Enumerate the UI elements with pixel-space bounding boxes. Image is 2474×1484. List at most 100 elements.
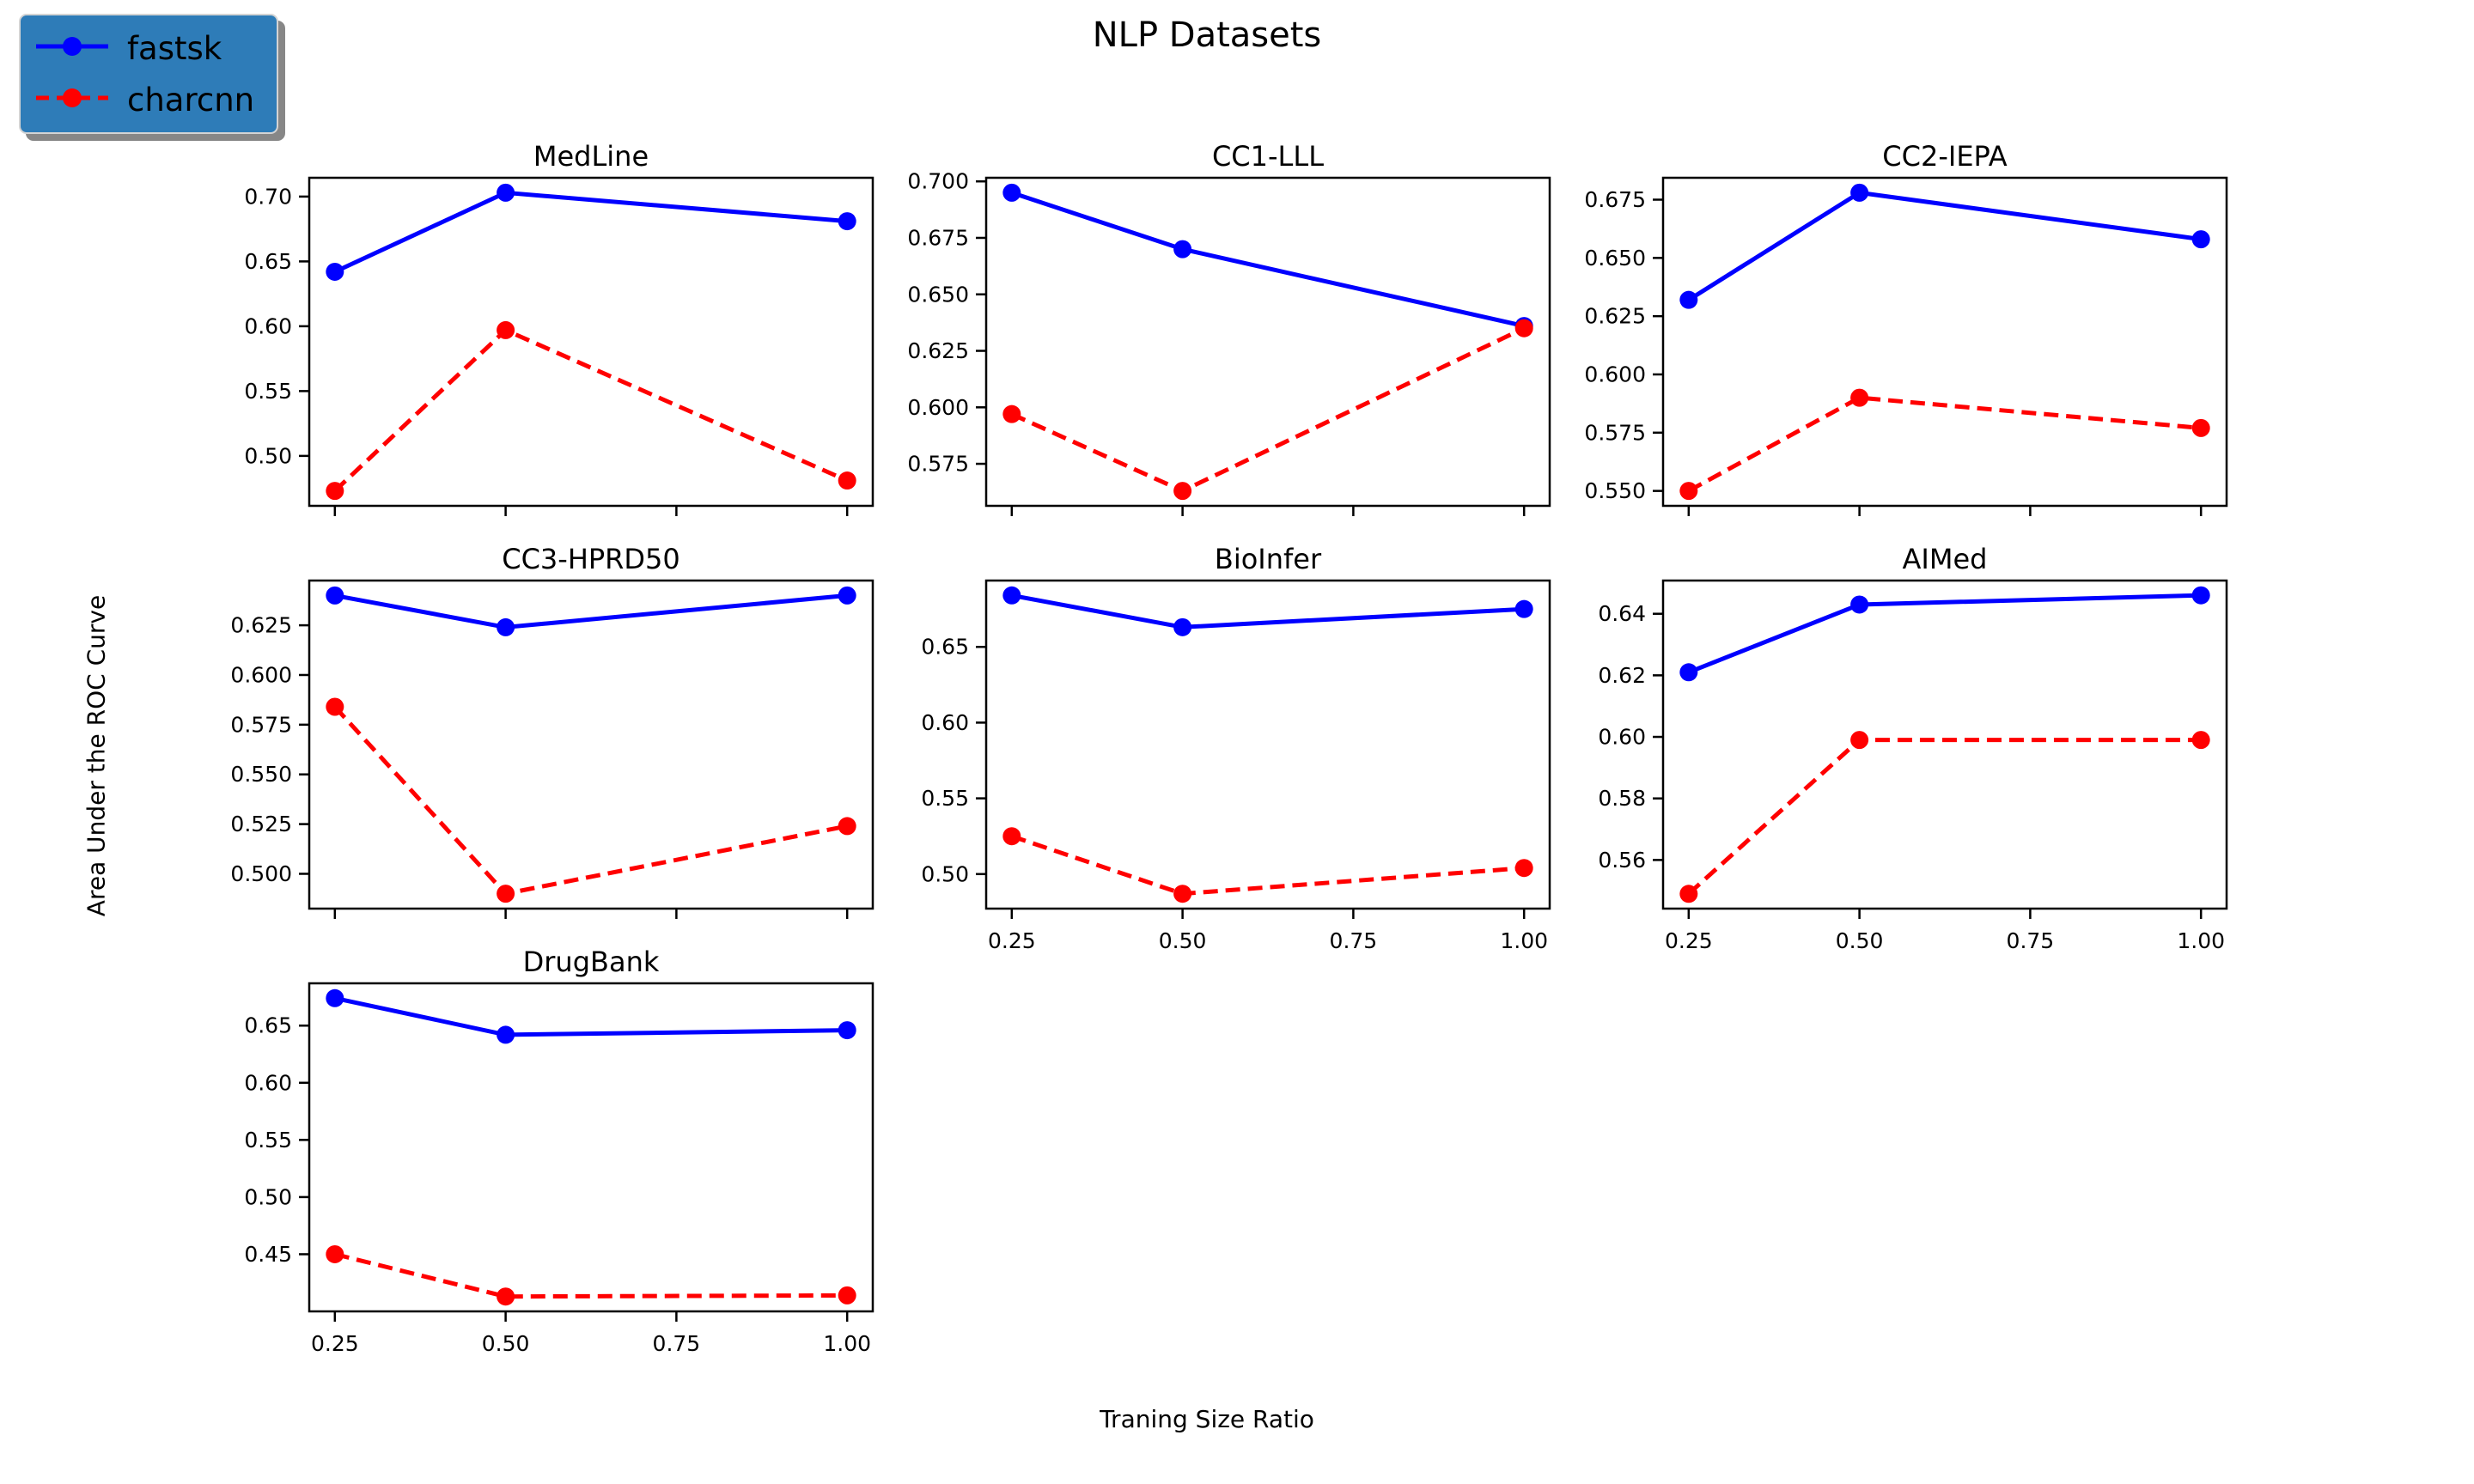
data-point-charcnn bbox=[1679, 482, 1698, 501]
data-point-fastsk bbox=[326, 988, 344, 1007]
y-tick-label: 0.600 bbox=[907, 395, 969, 420]
legend-label-charcnn: charcnn bbox=[127, 81, 255, 119]
series-line-fastsk bbox=[1687, 593, 2202, 675]
data-point-fastsk bbox=[497, 183, 515, 202]
y-tick-label: 0.65 bbox=[244, 249, 292, 274]
x-tick-label: 0.50 bbox=[1836, 928, 1884, 953]
data-point-fastsk bbox=[2191, 586, 2210, 605]
y-tick-label: 0.600 bbox=[230, 662, 292, 687]
y-tick-label: 0.65 bbox=[244, 1013, 292, 1038]
series-line-charcnn bbox=[334, 1251, 848, 1299]
subplot-title: AIMed bbox=[1903, 543, 1988, 575]
axes-frame bbox=[984, 579, 1551, 910]
series-line-charcnn bbox=[333, 327, 849, 493]
data-point-charcnn bbox=[1850, 731, 1869, 750]
data-point-fastsk bbox=[838, 1021, 856, 1040]
series-line-charcnn bbox=[1010, 325, 1526, 494]
subplot-title: DrugBank bbox=[523, 946, 660, 978]
data-point-charcnn bbox=[2191, 731, 2210, 750]
y-tick-label: 0.60 bbox=[244, 313, 292, 338]
data-point-charcnn bbox=[2191, 418, 2210, 437]
legend: fastsk charcnn bbox=[19, 14, 279, 134]
data-point-charcnn bbox=[1514, 859, 1533, 878]
subplot-medline: MedLine 0.50 0.55 0.60 0.65 0.70 bbox=[244, 140, 874, 516]
data-point-fastsk bbox=[1173, 240, 1192, 258]
y-tick-label: 0.50 bbox=[921, 861, 969, 886]
data-point-charcnn bbox=[1679, 885, 1698, 903]
y-tick-label: 0.55 bbox=[921, 786, 969, 811]
series-line-fastsk bbox=[1011, 191, 1525, 329]
y-tick-label: 0.575 bbox=[907, 452, 969, 477]
y-tick-label: 0.50 bbox=[244, 1184, 292, 1209]
x-tick-label: 0.25 bbox=[1665, 928, 1713, 953]
charcnn-line-sample-icon bbox=[33, 82, 112, 118]
y-tick-label: 0.550 bbox=[230, 762, 292, 787]
y-tick-label: 0.650 bbox=[907, 282, 969, 307]
legend-item-charcnn: charcnn bbox=[33, 74, 254, 125]
y-tick-label: 0.500 bbox=[230, 861, 292, 886]
y-tick-label: 0.625 bbox=[907, 338, 969, 363]
y-tick-label: 0.625 bbox=[1584, 304, 1646, 329]
data-point-fastsk bbox=[497, 1025, 515, 1044]
data-point-fastsk bbox=[497, 617, 515, 636]
series-line-fastsk bbox=[334, 995, 848, 1037]
data-point-charcnn bbox=[497, 1287, 515, 1306]
data-point-charcnn bbox=[838, 1286, 856, 1305]
subplot-title: MedLine bbox=[533, 140, 649, 173]
data-point-fastsk bbox=[838, 212, 856, 231]
data-point-charcnn bbox=[497, 885, 515, 903]
data-point-charcnn bbox=[326, 482, 344, 501]
subplot-title: CC2-IEPA bbox=[1882, 140, 2008, 173]
axes-frame bbox=[1661, 579, 2228, 910]
data-point-charcnn bbox=[1514, 319, 1533, 338]
y-tick-label: 0.60 bbox=[244, 1070, 292, 1095]
data-point-fastsk bbox=[1679, 290, 1698, 309]
data-point-fastsk bbox=[1679, 663, 1698, 682]
axes-frame bbox=[1661, 176, 2228, 508]
series-line-fastsk bbox=[334, 593, 848, 629]
y-tick-label: 0.55 bbox=[244, 1128, 292, 1153]
y-tick-label: 0.60 bbox=[1598, 725, 1646, 750]
data-point-charcnn bbox=[838, 471, 856, 490]
data-point-fastsk bbox=[326, 586, 344, 605]
data-point-fastsk bbox=[1002, 586, 1021, 605]
y-tick-label: 0.60 bbox=[921, 710, 969, 735]
data-point-fastsk bbox=[326, 262, 344, 281]
x-tick-label: 1.00 bbox=[2177, 928, 2225, 953]
x-tick-label: 0.50 bbox=[482, 1331, 530, 1356]
y-tick-label: 0.45 bbox=[244, 1242, 292, 1267]
y-tick-label: 0.56 bbox=[1598, 848, 1646, 873]
subplot-aimed: AIMed 0.56 0.58 0.60 0.62 0.64 0.25 0.50 0.75 1.0… bbox=[1598, 543, 2228, 953]
data-point-charcnn bbox=[1173, 885, 1192, 903]
y-tick-label: 0.58 bbox=[1598, 786, 1646, 811]
data-point-fastsk bbox=[1850, 595, 1869, 614]
legend-item-fastsk: fastsk bbox=[33, 22, 254, 74]
subplot-drugbank: DrugBank 0.45 0.50 0.55 0.60 0.65 0.25 0.50 0.75… bbox=[244, 946, 874, 1356]
axes-frame bbox=[308, 982, 874, 1313]
y-tick-label: 0.675 bbox=[1584, 187, 1646, 212]
data-point-fastsk bbox=[1002, 183, 1021, 202]
y-tick-label: 0.525 bbox=[230, 812, 292, 836]
series-line-fastsk bbox=[1687, 190, 2202, 302]
data-point-charcnn bbox=[838, 817, 856, 836]
fastsk-line-sample-icon bbox=[33, 30, 112, 66]
data-point-charcnn bbox=[1002, 827, 1021, 846]
subplot-title: CC3-HPRD50 bbox=[502, 543, 680, 575]
series-line-charcnn bbox=[1687, 395, 2202, 493]
series-line-charcnn bbox=[1011, 834, 1525, 897]
axes-frame bbox=[308, 579, 874, 910]
data-point-charcnn bbox=[1002, 404, 1021, 423]
y-tick-label: 0.64 bbox=[1598, 601, 1646, 626]
y-tick-label: 0.675 bbox=[907, 225, 969, 250]
y-tick-label: 0.70 bbox=[244, 184, 292, 209]
data-point-charcnn bbox=[1173, 482, 1192, 501]
series-line-charcnn bbox=[1687, 738, 2202, 896]
subplot-bioinfer: BioInfer 0.50 0.55 0.60 0.65 0.25 0.50 0.75 1.00 bbox=[921, 543, 1551, 953]
axes-frame bbox=[984, 176, 1551, 508]
y-tick-label: 0.575 bbox=[230, 712, 292, 737]
y-tick-label: 0.62 bbox=[1598, 663, 1646, 688]
data-point-charcnn bbox=[1850, 388, 1869, 407]
y-tick-label: 0.50 bbox=[244, 443, 292, 468]
series-line-fastsk bbox=[1011, 593, 1525, 629]
x-tick-label: 1.00 bbox=[1500, 928, 1548, 953]
